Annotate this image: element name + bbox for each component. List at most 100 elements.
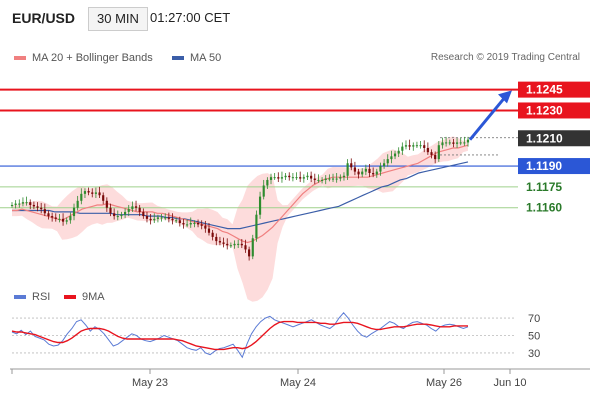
candle-body	[313, 178, 316, 180]
candle-body	[251, 238, 254, 257]
candle-body	[408, 145, 411, 147]
candle-body	[310, 175, 313, 179]
candle-body	[175, 220, 178, 222]
candle-body	[233, 243, 236, 246]
candle-body	[80, 193, 83, 201]
level-label: 1.1190	[526, 159, 562, 173]
candle-body	[229, 245, 232, 247]
ma50-line	[12, 161, 469, 230]
candle-body	[29, 202, 32, 205]
candle-body	[375, 171, 378, 175]
candle-body	[65, 220, 68, 222]
candle-body	[317, 179, 320, 181]
forecast-arrow-line	[468, 97, 506, 141]
candle-body	[237, 243, 240, 245]
candle-body	[328, 178, 331, 180]
candle-body	[196, 223, 200, 225]
x-tick-label: May 26	[426, 377, 462, 389]
candle-body	[262, 185, 265, 197]
candle-body	[240, 243, 243, 246]
candle-body	[324, 178, 327, 180]
rsi-tick-label: 70	[528, 313, 540, 325]
candle-body	[21, 202, 25, 204]
candle-body	[149, 218, 152, 221]
candle-body	[255, 214, 258, 239]
candle-body	[383, 163, 386, 167]
candle-body	[218, 241, 222, 243]
credit-text: Research © 2019 Trading Central	[430, 52, 580, 63]
candle-body	[43, 209, 46, 214]
ma50-swatch	[172, 56, 184, 61]
rsi-series-rsi	[11, 312, 469, 359]
candle-body	[134, 206, 138, 208]
x-tick-label: May 23	[132, 377, 168, 389]
candle-body	[142, 211, 145, 217]
candle-body	[200, 224, 203, 226]
forecast-arrow-head	[498, 90, 512, 104]
level-label: 1.1230	[526, 103, 563, 117]
candle-body	[397, 150, 400, 154]
candle-body	[419, 145, 422, 147]
candle-body	[452, 142, 455, 144]
candle-body	[339, 177, 342, 179]
legend-9ma-label: 9MA	[82, 291, 105, 303]
candle-body	[368, 168, 371, 173]
candle-body	[145, 216, 149, 219]
candle-body	[160, 217, 163, 219]
candle-body	[445, 142, 448, 144]
candle-body	[32, 204, 35, 207]
candle-body	[280, 177, 284, 179]
candle-body	[204, 225, 207, 229]
legend-ma20: MA 20 + Bollinger Bands	[14, 52, 153, 64]
level-label-box	[518, 102, 590, 119]
candle-body	[215, 236, 218, 242]
candle-body	[131, 206, 134, 210]
candle-body	[36, 206, 39, 208]
candle-body	[167, 217, 170, 219]
timeframe-selector[interactable]: 30 MIN	[88, 7, 148, 31]
candle-body	[335, 178, 338, 180]
candle-body	[69, 216, 72, 221]
candle-body	[153, 218, 156, 221]
candle-body	[415, 145, 419, 147]
candle-body	[295, 177, 298, 179]
candle-body	[426, 147, 429, 153]
candle-body	[18, 203, 21, 205]
candle-body	[386, 159, 389, 164]
candle-body	[284, 175, 287, 178]
rsi-series-9ma	[11, 320, 468, 351]
candle-body	[434, 154, 437, 160]
candle-body	[171, 218, 174, 221]
candle-body	[364, 168, 367, 172]
candle-body	[124, 211, 127, 215]
legend-9ma: 9MA	[64, 291, 105, 303]
candle-body	[193, 223, 196, 225]
ma20-swatch	[14, 56, 26, 61]
candle-body	[393, 153, 397, 157]
candle-body	[430, 152, 433, 155]
level-label-box	[518, 158, 590, 175]
candle-body	[258, 196, 262, 215]
legend-ma50-label: MA 50	[190, 52, 222, 64]
level-label: 1.1210	[526, 131, 563, 145]
candle-body	[94, 192, 97, 194]
candle-body	[459, 142, 462, 144]
candle-body	[91, 192, 94, 194]
candle-body	[226, 243, 229, 246]
candle-body	[54, 217, 57, 219]
candle-body	[357, 171, 360, 175]
pair-title: EUR/USD	[12, 10, 76, 26]
candle-body	[248, 249, 251, 257]
legend-ma50: MA 50	[172, 52, 221, 64]
candle-body	[83, 191, 87, 194]
legend-rsi: RSI	[14, 291, 50, 303]
legend-rsi-label: RSI	[32, 291, 51, 303]
candle-body	[72, 207, 76, 217]
candle-body	[40, 207, 43, 210]
candle-body	[211, 232, 214, 237]
candle-body	[277, 177, 280, 179]
candle-body	[266, 179, 269, 186]
candle-body	[222, 242, 225, 244]
candle-body	[87, 191, 90, 193]
